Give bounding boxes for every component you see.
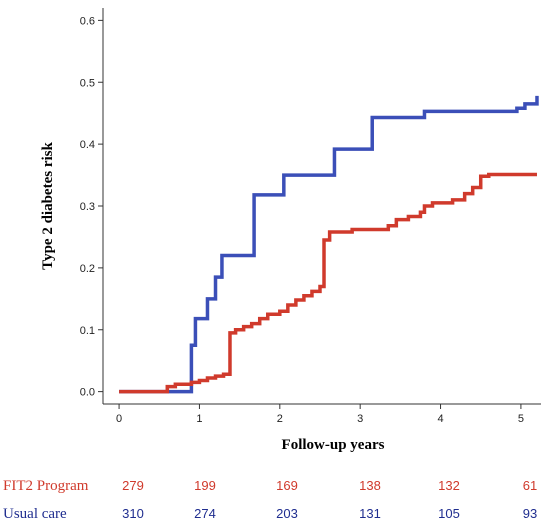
x-tick-label: 4 — [437, 413, 443, 425]
x-axis-label: Follow-up years — [282, 437, 385, 453]
risk-value: 138 — [359, 478, 381, 493]
y-axis-label: Type 2 diabetes risk — [40, 142, 56, 270]
risk-row-label: FIT2 Program — [3, 478, 89, 494]
risk-value: 274 — [194, 506, 216, 521]
series-lines — [119, 95, 539, 394]
y-tick-label: 0.1 — [80, 325, 95, 337]
risk-table: FIT2 Program 279 199 169 138 132 61 Usual care 3… — [3, 478, 537, 522]
risk-value: 61 — [523, 478, 537, 493]
risk-value: 279 — [122, 478, 144, 493]
risk-value: 310 — [122, 506, 144, 521]
risk-value: 203 — [276, 506, 298, 521]
x-tick-label: 2 — [277, 413, 283, 425]
risk-value: 199 — [194, 478, 216, 493]
risk-value: 105 — [438, 506, 460, 521]
y-tick-label: 0.0 — [80, 387, 95, 399]
y-tick-label: 0.4 — [80, 139, 95, 151]
x-tick-label: 1 — [196, 413, 202, 425]
y-tick-label: 0.5 — [80, 77, 95, 89]
x-tick-label: 5 — [518, 413, 524, 425]
y-tick-label: 0.2 — [80, 263, 95, 275]
x-axis-ticks: 0 1 2 3 4 5 — [116, 404, 524, 425]
y-tick-label: 0.6 — [80, 15, 95, 27]
x-tick-label: 0 — [116, 413, 122, 425]
x-tick-label: 3 — [357, 413, 363, 425]
axes — [102, 8, 541, 405]
series-line-fit2-program — [119, 172, 537, 394]
risk-value: 169 — [276, 478, 298, 493]
risk-value: 131 — [359, 506, 381, 521]
risk-value: 93 — [523, 506, 537, 521]
risk-row-label: Usual care — [3, 506, 67, 522]
y-axis-ticks: 0.0 0.1 0.2 0.3 0.4 0.5 0.6 — [80, 15, 103, 399]
risk-value: 132 — [438, 478, 460, 493]
y-tick-label: 0.3 — [80, 201, 95, 213]
series-line-usual-care — [119, 95, 539, 394]
